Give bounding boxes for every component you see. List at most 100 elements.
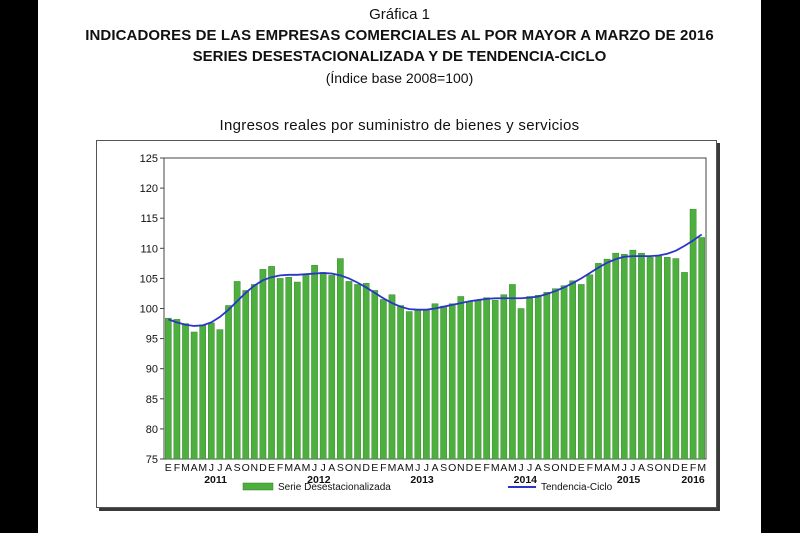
bar: [491, 299, 499, 460]
bar: [638, 252, 645, 460]
x-tick-label: O: [655, 462, 663, 474]
bar: [362, 283, 370, 460]
bar: [560, 285, 568, 460]
x-tick-label: O: [448, 462, 456, 474]
legend-label-line: Tendencia-Ciclo: [541, 482, 613, 493]
bar: [603, 258, 611, 460]
x-tick-label: E: [371, 462, 378, 474]
bar: [173, 319, 181, 460]
bar: [345, 281, 353, 460]
bar: [423, 309, 430, 460]
chart-container: 75 80 85 90 95 100 105 110 115 120 125 E F M A M J J A S O N D…: [96, 140, 717, 508]
bar: [242, 290, 250, 460]
x-tick-label: A: [397, 462, 404, 474]
bar: [595, 263, 602, 460]
bar: [268, 266, 275, 460]
bar: [294, 281, 301, 460]
x-tick-label: J: [312, 462, 317, 474]
bar: [431, 303, 439, 460]
report-title: INDICADORES DE LAS EMPRESAS COMERCIALES …: [85, 27, 714, 44]
year-label: 2013: [410, 474, 434, 486]
y-tick-label: 80: [146, 424, 158, 436]
x-tick-label: M: [508, 462, 517, 474]
bar: [337, 258, 344, 460]
legend-label-bars: Serie Desestacionalizada: [278, 482, 391, 493]
report-subtitle: SERIES DESESTACIONALIZADA Y DE TENDENCIA…: [192, 48, 607, 65]
y-tick-label: 115: [140, 213, 158, 225]
x-tick-label: A: [294, 462, 301, 474]
x-tick-label: D: [259, 462, 267, 474]
x-tick-label: J: [321, 462, 326, 474]
page: Gráfica 1 INDICADORES DE LAS EMPRESAS CO…: [38, 0, 761, 533]
bar: [457, 296, 465, 460]
x-tick-label: D: [672, 462, 680, 474]
x-tick-label: J: [622, 462, 627, 474]
year-label: 2015: [617, 474, 641, 486]
bar: [311, 264, 318, 460]
bar: [543, 292, 551, 460]
bar: [483, 297, 490, 460]
x-tick-label: S: [543, 462, 550, 474]
y-tick-label: 75: [146, 454, 158, 466]
x-tick-label: D: [569, 462, 577, 474]
y-tick-label: 110: [140, 243, 158, 255]
y-tick-label: 125: [140, 153, 158, 165]
bar: [276, 278, 284, 460]
x-tick-label: J: [415, 462, 420, 474]
x-tick-label: E: [681, 462, 688, 474]
legend-swatch-bars: [242, 482, 274, 491]
bar: [552, 288, 559, 460]
x-tick-label: F: [587, 462, 593, 474]
x-tick-label: J: [630, 462, 635, 474]
x-tick-label: A: [431, 462, 438, 474]
x-tick-label: E: [475, 462, 482, 474]
x-tick-label: A: [604, 462, 611, 474]
x-tick-label: J: [518, 462, 523, 474]
bar: [216, 329, 224, 460]
x-tick-label: N: [251, 462, 259, 474]
bar: [689, 208, 697, 460]
x-tick-label: M: [388, 462, 397, 474]
bar: [655, 255, 662, 460]
bar: [517, 308, 525, 460]
x-tick-label: E: [268, 462, 275, 474]
bar: [182, 323, 189, 460]
bar: [448, 303, 456, 460]
x-tick-label: M: [198, 462, 207, 474]
bar: [328, 275, 336, 460]
bar: [405, 311, 413, 460]
x-tick-label: M: [594, 462, 603, 474]
bar: [354, 284, 361, 460]
bar: [569, 280, 576, 460]
x-tick-label: M: [284, 462, 293, 474]
year-label: 2014: [514, 474, 538, 486]
x-tick-label: N: [457, 462, 465, 474]
bar: [681, 272, 688, 460]
x-tick-label: F: [483, 462, 489, 474]
bar: [577, 284, 585, 460]
bar: [233, 281, 241, 460]
x-tick-label: N: [663, 462, 671, 474]
x-tick-label: F: [690, 462, 696, 474]
bar: [534, 295, 542, 460]
bar: [225, 305, 232, 460]
y-tick-label: 95: [146, 334, 158, 346]
x-tick-label: A: [191, 462, 198, 474]
y-tick-label: 90: [146, 364, 158, 376]
x-tick-label: A: [535, 462, 542, 474]
x-tick-label: S: [440, 462, 447, 474]
bar: [500, 294, 508, 460]
bar: [190, 331, 198, 460]
x-tick-label: F: [380, 462, 386, 474]
x-tick-label: O: [551, 462, 559, 474]
x-tick-label: A: [225, 462, 232, 474]
x-tick-label: O: [242, 462, 250, 474]
bar: [165, 317, 172, 460]
bar: [251, 284, 258, 460]
x-tick-label: M: [302, 462, 311, 474]
bar: [388, 294, 396, 460]
figure-number: Gráfica 1: [369, 6, 430, 23]
x-tick-label: M: [181, 462, 190, 474]
x-tick-label: F: [277, 462, 283, 474]
year-label: 2016: [681, 474, 705, 486]
